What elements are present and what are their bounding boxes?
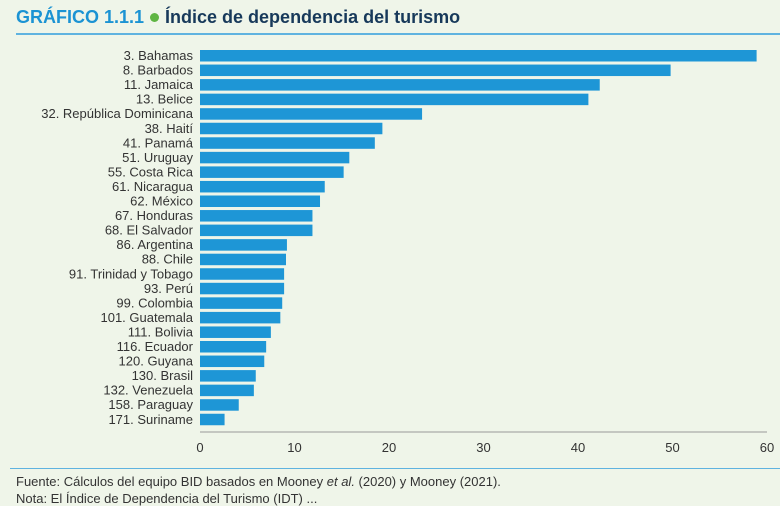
- x-tick-label: 40: [571, 440, 585, 455]
- bar: [200, 122, 383, 135]
- bar: [200, 297, 283, 309]
- bar: [200, 282, 285, 295]
- category-label: 158. Paraguay: [108, 397, 193, 412]
- category-label: 8. Barbados: [123, 63, 194, 78]
- category-label: 67. Honduras: [115, 208, 194, 223]
- bar: [200, 137, 375, 149]
- category-label: 111. Bolivia: [128, 324, 194, 339]
- x-tick-label: 60: [760, 440, 774, 455]
- bar: [200, 180, 325, 193]
- category-label: 62. México: [130, 194, 193, 209]
- category-label: 51. Uruguay: [122, 150, 193, 165]
- bar: [200, 195, 321, 207]
- chart-number: GRÁFICO 1.1.1: [16, 7, 145, 27]
- category-label: 13. Belice: [136, 92, 193, 107]
- chart-heading: Índice de dependencia del turismo: [165, 7, 461, 27]
- bar: [200, 108, 423, 120]
- x-tick-label: 50: [665, 440, 679, 455]
- bar: [200, 370, 256, 382]
- bar: [200, 399, 239, 411]
- category-label: 99. Colombia: [116, 295, 193, 310]
- category-label: 61. Nicaragua: [112, 179, 194, 194]
- category-label: 130. Brasil: [132, 368, 194, 383]
- note-text: Nota: El Índice de Dependencia del Turis…: [16, 491, 318, 506]
- category-label: 32. República Dominicana: [41, 106, 194, 121]
- source-italic: et al.: [326, 474, 355, 489]
- source-text: Fuente: Cálculos del equipo BID basados …: [16, 474, 327, 489]
- x-tick-label: 20: [382, 440, 396, 455]
- bar: [200, 268, 285, 280]
- x-tick-label: 0: [196, 440, 203, 455]
- bar: [200, 341, 267, 353]
- bar: [200, 413, 225, 426]
- category-label: 88. Chile: [142, 252, 193, 267]
- source-text-end: (2020) y Mooney (2021).: [354, 474, 501, 489]
- category-label: 55. Costa Rica: [108, 164, 194, 179]
- category-label: 91. Trinidad y Tobago: [69, 266, 193, 281]
- bar: [200, 93, 589, 106]
- category-label: 116. Ecuador: [117, 339, 194, 354]
- category-label: 11. Jamaica: [124, 77, 194, 92]
- category-label: 171. Suriname: [108, 412, 193, 427]
- source-note: Fuente: Cálculos del equipo BID basados …: [16, 474, 501, 489]
- category-label: 68. El Salvador: [105, 223, 194, 238]
- bar: [200, 151, 350, 164]
- bar: [200, 210, 313, 222]
- bar: [200, 355, 265, 368]
- category-label: 3. Bahamas: [124, 48, 194, 63]
- bar: [200, 64, 671, 77]
- x-tick-label: 10: [287, 440, 301, 455]
- footer-divider: [10, 468, 780, 469]
- bullet-dot-icon: [150, 12, 160, 22]
- bar: [200, 79, 600, 91]
- bar: [200, 326, 271, 338]
- x-tick-label: 30: [476, 440, 490, 455]
- bar: [200, 311, 281, 324]
- bar: [200, 384, 254, 397]
- category-label: 120. Guyana: [119, 354, 194, 369]
- bar: [200, 253, 286, 266]
- category-label: 41. Panamá: [123, 135, 194, 150]
- bar: [200, 166, 344, 178]
- title-divider: [16, 33, 780, 35]
- category-label: 132. Venezuela: [103, 383, 193, 398]
- category-label: 38. Haití: [145, 121, 194, 136]
- category-label: 86. Argentina: [116, 237, 193, 252]
- category-label: 101. Guatemala: [100, 310, 193, 325]
- category-label: 93. Perú: [144, 281, 193, 296]
- chart-title: GRÁFICO 1.1.1 Índice de dependencia del t…: [16, 7, 460, 28]
- bar: [200, 224, 313, 237]
- bar: [200, 239, 287, 251]
- bar: [200, 50, 757, 62]
